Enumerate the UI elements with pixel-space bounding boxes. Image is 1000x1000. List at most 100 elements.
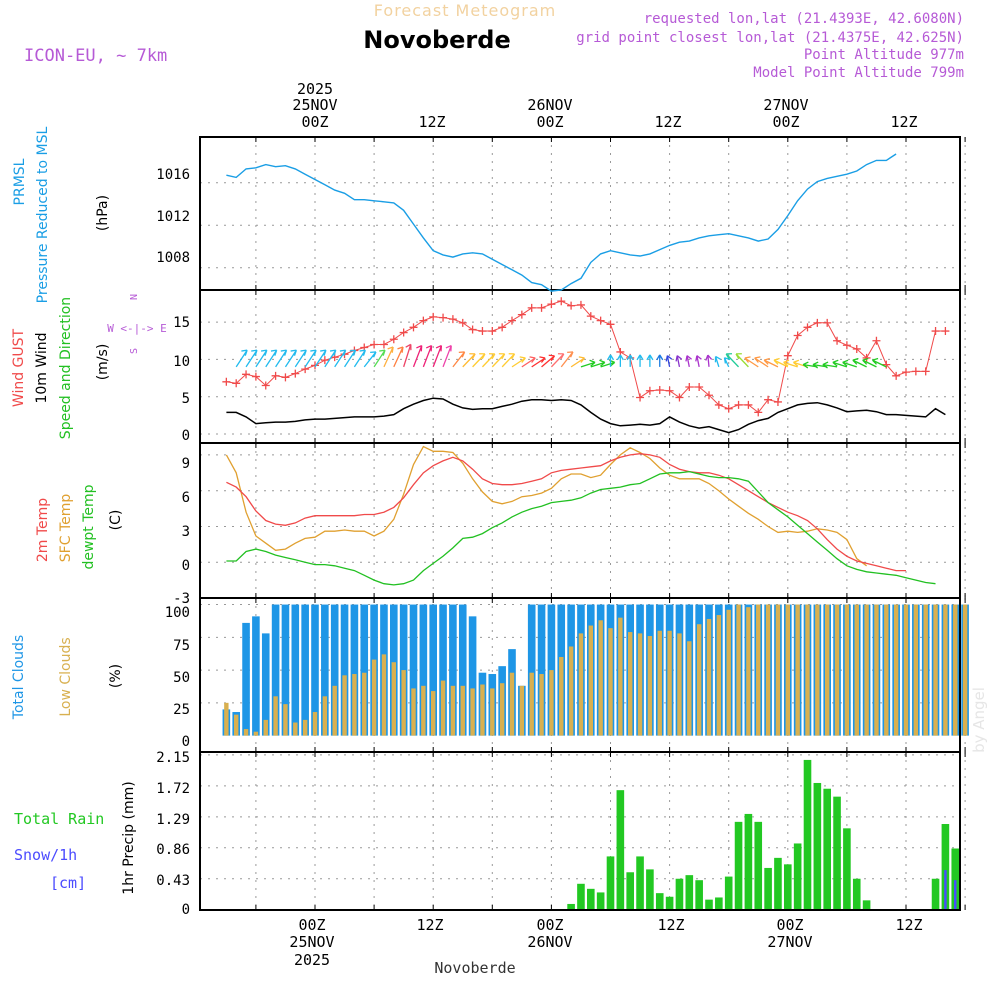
wind-direction-arrow	[714, 355, 721, 368]
low-cloud-bar	[302, 719, 308, 736]
low-cloud-bar	[647, 636, 653, 736]
low-cloud-bar	[844, 604, 850, 736]
rain-bar	[577, 883, 585, 910]
rain-bar	[567, 903, 575, 910]
low-cloud-bar	[578, 633, 584, 736]
wind-direction-arrow	[442, 344, 452, 368]
gust-marker	[744, 400, 753, 409]
wind-direction-arrow	[531, 356, 546, 368]
wind-direction-arrow	[695, 355, 702, 368]
low-cloud-bar	[499, 683, 505, 736]
bottom-day-label: 25NOV	[289, 933, 334, 951]
low-cloud-bar	[529, 672, 534, 736]
gust-marker	[281, 373, 290, 382]
gust-marker	[508, 316, 516, 325]
closest-coords: grid point closest lon,lat (21.4375E, 42…	[576, 30, 964, 46]
gust-marker	[478, 327, 487, 336]
gust-marker	[852, 344, 861, 353]
low-cloud-bar	[962, 604, 968, 736]
low-cloud-bar	[490, 688, 495, 736]
low-cloud-bar	[470, 688, 475, 736]
low-cloud-bar	[253, 731, 259, 736]
low-cloud-bar	[460, 685, 465, 736]
low-cloud-bar	[736, 604, 741, 736]
rain-bar	[754, 821, 763, 910]
low-cloud-bar	[677, 633, 682, 736]
low-cloud-bar	[706, 618, 712, 736]
gust-marker	[823, 318, 832, 327]
snow-unit-label: [cm]	[50, 874, 86, 892]
wind-direction-arrow	[481, 353, 496, 368]
temp-2m-line	[226, 453, 906, 572]
gust-marker	[754, 408, 763, 417]
wind-direction-arrow	[501, 353, 516, 368]
wind-direction-arrow	[344, 349, 357, 368]
total-cloud-bar	[242, 622, 250, 736]
model-label: ICON-EU, ~ 7km	[24, 46, 167, 66]
low-cloud-bar	[234, 714, 239, 736]
gust-marker	[655, 386, 664, 395]
gust-marker	[695, 383, 704, 392]
top-day-label: 26NOV	[527, 96, 572, 114]
rain-bar	[862, 900, 871, 910]
wind-direction-arrow	[852, 357, 867, 368]
model-altitude: Model Point Altitude 799m	[753, 65, 964, 81]
low-cloud-bar	[815, 604, 820, 736]
wind-direction-arrow	[646, 354, 654, 367]
low-cloud-bar	[775, 604, 781, 736]
gust-marker	[714, 400, 723, 409]
top-day-label: 27NOV	[763, 96, 808, 114]
total-cloud-bar	[537, 604, 546, 736]
gust-marker	[379, 340, 388, 349]
y-tick-label: 9	[182, 456, 190, 472]
rain-bar	[685, 875, 694, 910]
wind-direction-arrow	[705, 354, 713, 367]
y-tick-label: 2.15	[156, 750, 190, 766]
y-tick-label: 1.29	[156, 812, 190, 828]
y-tick-label: 1016	[156, 167, 190, 183]
wind-direction-arrow	[255, 349, 268, 368]
wind-direction-arrow	[754, 356, 769, 368]
wind-direction-arrow	[822, 361, 838, 369]
rain-bar	[675, 878, 684, 910]
rain-bar	[665, 896, 674, 910]
wind-direction-arrow	[373, 349, 386, 368]
gust-marker	[931, 327, 940, 336]
low-cloud-bar	[371, 659, 377, 736]
wind-unit: (m/s)	[95, 344, 111, 381]
cloud-unit: (%)	[108, 664, 124, 688]
wind-direction-arrow	[235, 349, 248, 368]
top-hour-label: 12Z	[654, 113, 681, 131]
point-altitude: Point Altitude 977m	[804, 47, 964, 63]
pressure-label-2: Pressure Reduced to MSL	[35, 126, 51, 303]
bottom-hour-label: 00Z	[298, 916, 325, 934]
bottom-day-label: 26NOV	[527, 933, 572, 951]
y-tick-label: -3	[173, 591, 190, 607]
gust-marker	[675, 393, 684, 402]
y-tick-label: 75	[173, 638, 190, 654]
y-tick-label: 50	[173, 670, 190, 686]
total-cloud-bar	[271, 604, 280, 736]
gust-marker	[232, 379, 241, 388]
gust-marker	[606, 320, 615, 329]
total-cloud-bar	[350, 604, 359, 736]
low-cloud-bar	[726, 609, 731, 736]
bottom-hour-label: 12Z	[657, 916, 684, 934]
temp-sfc-label: SFC Temp	[58, 494, 74, 563]
low-cloud-bar	[903, 604, 909, 736]
total-cloud-bar	[468, 616, 477, 736]
top-hour-label: 12Z	[418, 113, 445, 131]
rain-bar	[744, 813, 753, 910]
bottom-day-label: 27NOV	[767, 933, 812, 951]
rain-bar	[596, 892, 605, 910]
low-cloud-bar	[765, 604, 771, 736]
total-cloud-bar	[330, 604, 339, 736]
total-cloud-bar	[409, 604, 418, 736]
gust-marker	[636, 393, 645, 402]
rain-bar	[695, 880, 703, 910]
gust-marker	[399, 328, 408, 337]
wind-direction-arrow	[580, 359, 596, 368]
low-cloud-bar	[756, 604, 761, 736]
wind-direction-arrow	[275, 349, 288, 368]
